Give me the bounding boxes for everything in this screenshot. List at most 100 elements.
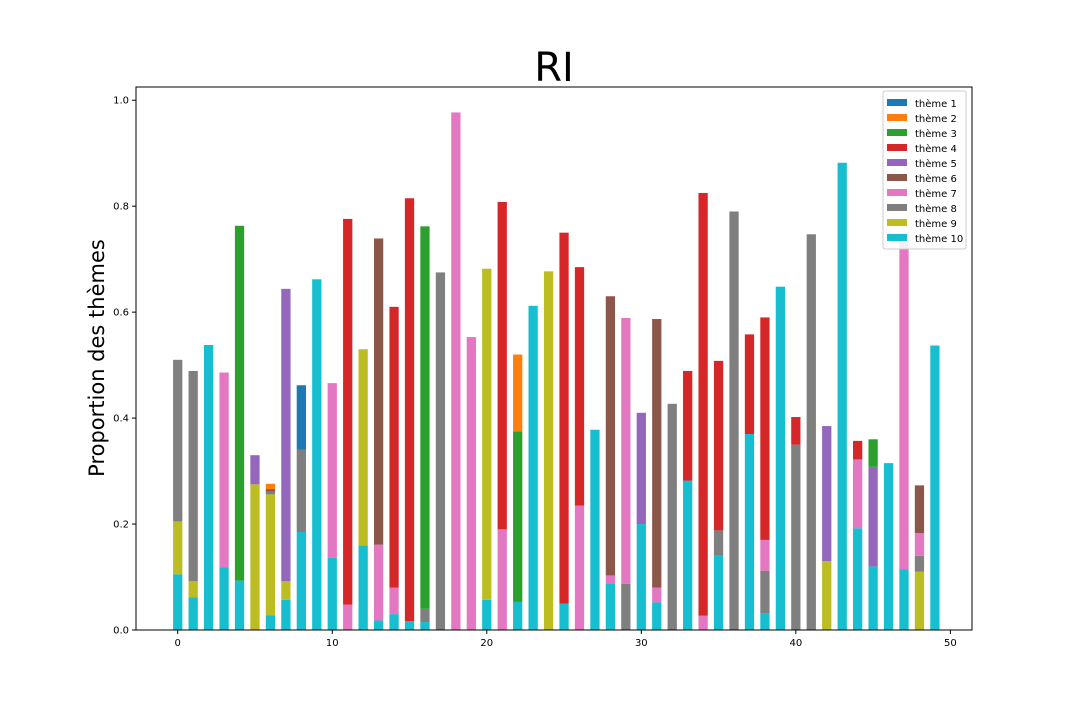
bar-segment-11-theme-7 — [343, 604, 353, 630]
bar-segment-30-theme-5 — [636, 412, 646, 525]
bar-segment-16-theme-8 — [420, 608, 430, 623]
bar-segment-0-theme-9 — [173, 521, 183, 575]
bar-segment-48-theme-9 — [914, 571, 925, 630]
bar-segment-14-theme-4 — [389, 306, 399, 588]
legend-swatch — [887, 159, 907, 166]
bar-segment-22-theme-3 — [513, 431, 523, 602]
legend-swatch — [887, 204, 907, 211]
bar-segment-10-theme-10 — [327, 557, 337, 630]
bar-segment-38-theme-4 — [760, 317, 770, 540]
bar-segment-21-theme-4 — [497, 201, 507, 530]
legend-label: thème 1 — [915, 98, 957, 110]
x-tick-label: 0 — [175, 638, 181, 649]
bar-segment-31-theme-10 — [652, 602, 662, 630]
y-tick-label: 0.0 — [113, 626, 129, 637]
legend-label: thème 10 — [915, 233, 963, 245]
bar-segment-44-theme-7 — [853, 459, 863, 529]
bar-segment-39-theme-10 — [775, 286, 786, 630]
legend-swatch — [887, 189, 907, 196]
bar-segment-6-theme-2 — [265, 483, 276, 490]
bar-segment-14-theme-10 — [389, 614, 399, 630]
legend-label: thème 8 — [915, 203, 957, 215]
bar-segment-35-theme-8 — [713, 530, 724, 556]
x-tick-label: 10 — [326, 638, 339, 649]
bar-segment-19-theme-7 — [466, 337, 476, 630]
x-tick-label: 50 — [944, 638, 957, 649]
y-axis-label: Proportion des thèmes — [85, 239, 109, 477]
bar-segment-6-theme-10 — [265, 615, 276, 630]
bar-segment-26-theme-7 — [574, 505, 585, 630]
bar-segment-3-theme-7 — [219, 372, 229, 568]
bar-segment-16-theme-3 — [420, 226, 430, 609]
legend-swatch — [887, 234, 907, 241]
bar-segment-6-theme-9 — [265, 494, 276, 616]
bar-segment-40-theme-4 — [791, 417, 801, 445]
bar-segment-0-theme-10 — [173, 574, 183, 630]
bar-segment-8-theme-8 — [296, 449, 306, 532]
bar-segment-11-theme-4 — [343, 218, 353, 605]
bar-segment-0-theme-8 — [173, 359, 183, 522]
y-tick-label: 0.4 — [113, 414, 129, 425]
bar-segment-48-theme-8 — [914, 555, 925, 572]
bar-segment-34-theme-7 — [698, 615, 708, 630]
bar-segment-42-theme-9 — [822, 561, 832, 630]
bar-segment-29-theme-7 — [621, 317, 631, 584]
legend-swatch — [887, 174, 907, 181]
legend-label: thème 2 — [915, 113, 957, 125]
bar-segment-7-theme-5 — [281, 288, 291, 582]
bar-segment-34-theme-4 — [698, 192, 708, 616]
legend: thème 1 thème 2 thème 3 thème 4 thème 5 thème… — [882, 90, 967, 250]
bar-segment-47-theme-10 — [899, 569, 909, 630]
bar-segment-14-theme-7 — [389, 587, 399, 615]
bar-segment-20-theme-10 — [482, 599, 492, 630]
bar-segment-13-theme-10 — [373, 620, 384, 630]
bar-segment-45-theme-3 — [868, 439, 878, 467]
bar-segment-31-theme-7 — [652, 587, 662, 603]
bar-segment-4-theme-3 — [234, 225, 245, 581]
bar-segment-44-theme-10 — [853, 528, 863, 630]
legend-label: thème 6 — [915, 173, 957, 185]
legend-swatch — [887, 129, 907, 136]
bar-segment-12-theme-9 — [358, 349, 368, 546]
bar-segment-17-theme-8 — [435, 272, 446, 630]
bar-segment-33-theme-4 — [683, 370, 693, 481]
bar-segment-28-theme-6 — [605, 296, 616, 576]
bar-segment-20-theme-9 — [482, 268, 492, 600]
bar-segment-38-theme-8 — [760, 570, 770, 614]
legend-swatch — [887, 219, 907, 226]
bar-segment-1-theme-9 — [188, 581, 198, 598]
bar-segment-49-theme-10 — [930, 345, 940, 630]
bar-segment-28-theme-7 — [605, 575, 616, 584]
bar-segment-13-theme-6 — [373, 238, 384, 545]
bar-segment-4-theme-10 — [234, 580, 245, 630]
bar-segment-9-theme-10 — [312, 279, 322, 630]
bar-segment-10-theme-7 — [327, 383, 337, 558]
legend-swatch — [887, 144, 907, 151]
bar-segment-16-theme-10 — [420, 622, 430, 630]
bar-segment-6-theme-8 — [265, 491, 276, 495]
bar-segment-42-theme-5 — [822, 426, 832, 562]
bars-group — [173, 112, 940, 631]
bar-segment-22-theme-2 — [513, 354, 523, 432]
bar-segment-30-theme-10 — [636, 524, 646, 630]
bar-segment-8-theme-1 — [296, 385, 306, 450]
bar-segment-5-theme-5 — [250, 455, 260, 485]
bar-segment-38-theme-10 — [760, 613, 770, 630]
bar-segment-45-theme-10 — [868, 566, 878, 630]
y-tick-label: 0.6 — [113, 308, 129, 319]
bar-segment-47-theme-7 — [899, 240, 909, 570]
bar-segment-31-theme-6 — [652, 319, 662, 588]
y-tick-label: 1.0 — [113, 96, 129, 107]
bar-segment-28-theme-10 — [605, 583, 616, 630]
bar-segment-35-theme-10 — [713, 555, 724, 630]
chart-title: RI — [534, 45, 574, 91]
bar-segment-38-theme-7 — [760, 539, 770, 571]
bar-segment-44-theme-4 — [853, 440, 863, 460]
bar-segment-8-theme-10 — [296, 532, 306, 630]
bar-segment-48-theme-6 — [914, 485, 925, 534]
x-tick-label: 40 — [789, 638, 802, 649]
bar-segment-15-theme-4 — [404, 198, 415, 621]
bar-segment-1-theme-8 — [188, 370, 198, 582]
x-tick-label: 30 — [635, 638, 648, 649]
